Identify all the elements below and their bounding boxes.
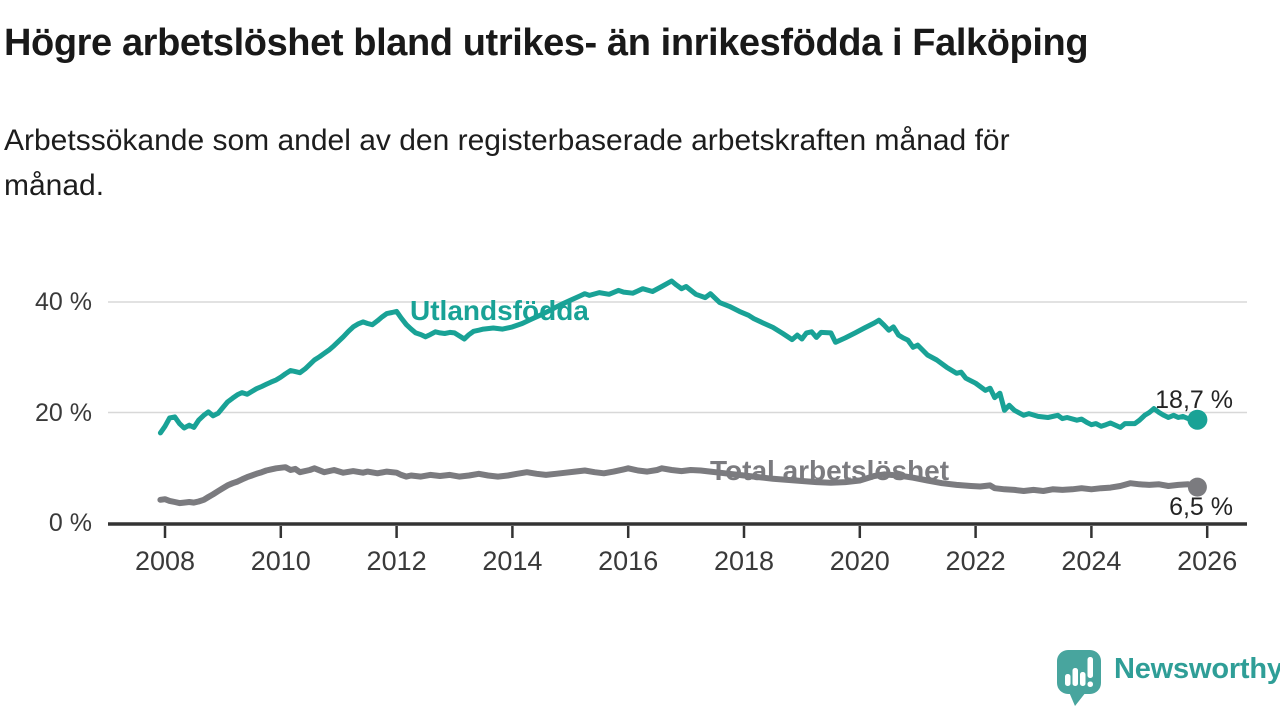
page-title: Högre arbetslöshet bland utrikes- än inr…	[4, 22, 1089, 64]
newsworthy-wordmark: Newsworthy	[1114, 653, 1280, 685]
series-label-utlandsfodda: Utlandsfödda	[410, 295, 589, 326]
newsworthy-branding: Newsworthy	[1056, 648, 1280, 708]
series-line-0	[157, 278, 1200, 436]
x-tick-label-2008: 2008	[134, 546, 196, 576]
chart-subtitle: Arbetssökande som andel av den registerb…	[4, 118, 1010, 208]
x-tick-label-2020: 2020	[829, 546, 890, 576]
x-tick-label-2018: 2018	[713, 546, 775, 576]
series-end-dot-0	[1187, 409, 1208, 430]
y-tick-label-40: 40 %	[35, 288, 92, 316]
y-tick-label-20: 20 %	[35, 398, 92, 427]
newsworthy-logo-icon	[1057, 650, 1101, 706]
end-value-label-total: 6,5 %	[1169, 493, 1233, 521]
end-value-label-utlandsfodda: 18,7 %	[1155, 386, 1233, 414]
x-tick-label-2014: 2014	[482, 546, 543, 576]
x-tick-label-2016: 2016	[598, 546, 659, 576]
x-tick-label-2012: 2012	[366, 546, 427, 576]
series-line-1	[157, 464, 1201, 507]
x-tick-label-2010: 2010	[250, 546, 311, 576]
x-tick-label-2026: 2026	[1177, 546, 1238, 576]
x-tick-label-2022: 2022	[945, 546, 1006, 576]
y-tick-label-0: 0 %	[48, 509, 92, 537]
chart-subtitle-line-2: månad.	[4, 169, 105, 202]
series-label-total-arbetsloshet: Total arbetslöshet	[710, 455, 950, 486]
series-end-dot-1	[1187, 477, 1207, 497]
x-tick-label-2024: 2024	[1061, 546, 1122, 576]
chart-subtitle-line-1: Arbetssökande som andel av den registerb…	[4, 124, 1010, 157]
